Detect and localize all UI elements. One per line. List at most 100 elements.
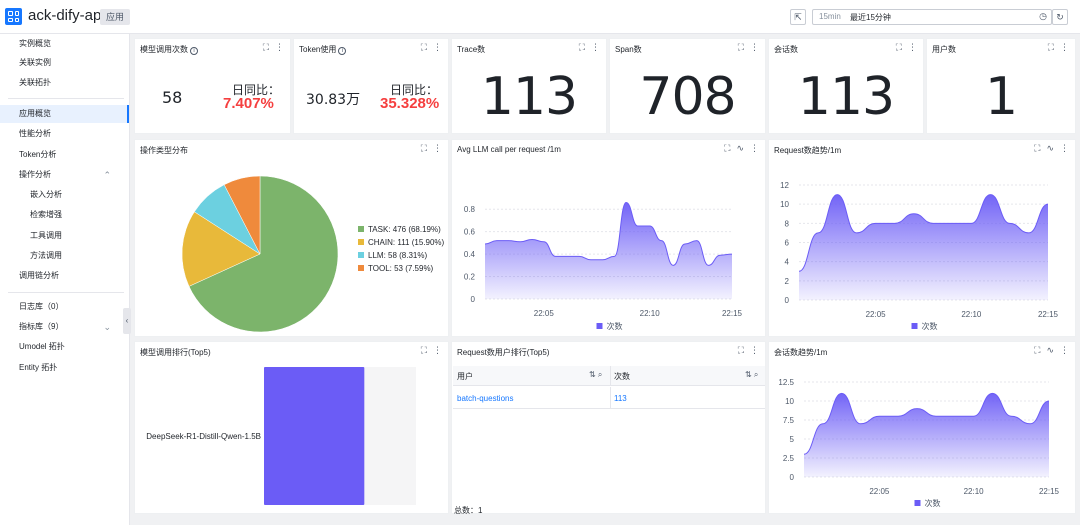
sidebar-divider bbox=[8, 98, 124, 99]
fullscreen-icon[interactable]: ⛶ bbox=[420, 345, 427, 355]
legend-swatch bbox=[914, 500, 921, 506]
sidebar-item-related-instances[interactable]: 关联实例 bbox=[0, 54, 129, 72]
series-line[interactable] bbox=[798, 194, 1049, 272]
sidebar-item-app-overview[interactable]: 应用概览 bbox=[0, 105, 129, 123]
kpi-span-panel: Span数 ⛶ ⋮ 708 bbox=[609, 38, 766, 134]
more-icon[interactable]: ⋮ bbox=[750, 143, 759, 153]
more-icon[interactable]: ⋮ bbox=[908, 42, 917, 52]
y-tick-label: 10 bbox=[780, 200, 789, 209]
sidebar-item-token-analysis[interactable]: Token分析 bbox=[0, 146, 129, 164]
fullscreen-icon[interactable]: ⛶ bbox=[420, 42, 427, 52]
sort-filter-icon[interactable]: ⇅ ⌕ bbox=[745, 370, 759, 379]
panel-title: Span数 bbox=[615, 45, 642, 54]
sidebar-item-performance[interactable]: 性能分析 bbox=[0, 125, 129, 143]
pie-slice-task[interactable] bbox=[188, 175, 339, 333]
sidebar-item-entity-topology[interactable]: Entity 拓扑 bbox=[0, 359, 129, 377]
legend-label[interactable]: 次数 bbox=[925, 498, 941, 508]
chart-type-icon[interactable]: ∿ bbox=[1046, 345, 1054, 355]
legend-label[interactable]: 次数 bbox=[922, 321, 938, 331]
fullscreen-icon[interactable]: ⛶ bbox=[1034, 143, 1041, 153]
x-tick-label: 22:10 bbox=[640, 309, 661, 318]
area-fill[interactable] bbox=[799, 194, 1048, 300]
area-fill[interactable] bbox=[804, 393, 1049, 477]
legend-item-llm[interactable]: LLM: 58 (8.31%) bbox=[358, 251, 427, 260]
chevron-up-icon: ⌃ bbox=[103, 170, 111, 180]
series-line[interactable] bbox=[803, 392, 1050, 455]
sidebar-item-related-topology[interactable]: 关联拓扑 bbox=[0, 74, 129, 92]
info-icon[interactable]: i bbox=[338, 47, 347, 55]
fullscreen-icon[interactable]: ⛶ bbox=[895, 42, 902, 52]
more-icon[interactable]: ⋮ bbox=[1060, 345, 1069, 355]
more-icon[interactable]: ⋮ bbox=[1060, 42, 1069, 52]
area-chart: 0 2.5 5 7.5 10 12.5 22:05 22:10 22:15 次数 bbox=[778, 378, 1059, 508]
sidebar-item-log-store[interactable]: 日志库（0） bbox=[0, 298, 129, 316]
sidebar-item-instance-overview[interactable]: 实例概览 bbox=[0, 35, 129, 53]
legend-item-chain[interactable]: CHAIN: 111 (15.90%) bbox=[358, 238, 444, 247]
sidebar-item-label: Token分析 bbox=[19, 150, 57, 159]
column-header-count[interactable]: 次数 bbox=[614, 372, 630, 381]
sidebar-collapse-handle[interactable]: ‹ bbox=[123, 308, 131, 334]
y-tick-label: 0.2 bbox=[464, 273, 476, 282]
info-icon[interactable]: i bbox=[190, 47, 198, 55]
sidebar-item-embedding[interactable]: 嵌入分析 bbox=[0, 186, 129, 204]
kpi-value: 30.83万 bbox=[306, 92, 361, 108]
y-tick-label: 0 bbox=[471, 295, 476, 304]
x-tick-label: 22:10 bbox=[964, 487, 985, 496]
clock-refresh-icon[interactable]: ◷ bbox=[1039, 11, 1047, 21]
user-link[interactable]: batch-questions bbox=[457, 394, 514, 403]
legend-item-tool[interactable]: TOOL: 53 (7.59%) bbox=[358, 264, 433, 273]
more-icon[interactable]: ⋮ bbox=[433, 42, 442, 52]
sidebar-item-tool-call[interactable]: 工具调用 bbox=[0, 227, 129, 245]
y-tick-label: 0.4 bbox=[464, 250, 476, 259]
sidebar-item-method-call[interactable]: 方法调用 bbox=[0, 247, 129, 265]
sidebar-item-label: 实例概览 bbox=[19, 39, 51, 48]
pie-slice-chain[interactable] bbox=[181, 211, 261, 287]
fullscreen-icon[interactable]: ⛶ bbox=[1034, 345, 1041, 355]
pie-slice-tool[interactable] bbox=[223, 175, 261, 255]
column-header-user[interactable]: 用户 bbox=[457, 372, 473, 381]
sort-filter-icon[interactable]: ⇅ ⌕ bbox=[589, 370, 603, 379]
area-fill[interactable] bbox=[485, 202, 732, 299]
sidebar-item-trace-analysis[interactable]: 调用链分析 bbox=[0, 267, 129, 285]
sidebar-item-label: 日志库（0） bbox=[19, 302, 64, 311]
more-icon[interactable]: ⋮ bbox=[1060, 143, 1069, 153]
count-link[interactable]: 113 bbox=[614, 394, 627, 403]
fullscreen-icon[interactable]: ⛶ bbox=[737, 345, 744, 355]
kpi-value: 113 bbox=[480, 67, 578, 127]
series-line[interactable] bbox=[484, 201, 733, 266]
x-tick-label: 22:05 bbox=[866, 310, 887, 319]
chart-type-icon[interactable]: ∿ bbox=[1046, 143, 1054, 153]
refresh-icon[interactable]: ↻ bbox=[1052, 9, 1068, 25]
sidebar: 实例概览 关联实例 关联拓扑 应用概览 性能分析 Token分析 操作分析 ⌃ 嵌… bbox=[0, 34, 130, 525]
sidebar-item-operation-analysis[interactable]: 操作分析 ⌃ bbox=[0, 166, 129, 184]
more-icon[interactable]: ⋮ bbox=[433, 143, 442, 153]
more-icon[interactable]: ⋮ bbox=[433, 345, 442, 355]
fullscreen-icon[interactable]: ⛶ bbox=[724, 143, 731, 153]
table-row[interactable]: batch-questions 113 bbox=[453, 387, 765, 409]
sidebar-item-metric-store[interactable]: 指标库（9） ⌄ bbox=[0, 318, 129, 336]
kpi-value: 1 bbox=[984, 67, 1018, 127]
kpi-users-panel: 用户数 ⛶ ⋮ 1 bbox=[926, 38, 1076, 134]
more-icon[interactable]: ⋮ bbox=[591, 42, 600, 52]
category-label: DeepSeek-R1-Distill-Qwen-1.5B bbox=[146, 432, 261, 441]
more-icon[interactable]: ⋮ bbox=[275, 42, 284, 52]
fullscreen-icon[interactable]: ⛶ bbox=[578, 42, 585, 52]
fullscreen-icon[interactable]: ⛶ bbox=[420, 143, 427, 153]
time-range-picker[interactable]: 15min 最近15分钟 ◷ bbox=[812, 9, 1052, 25]
sidebar-item-umodel-topology[interactable]: Umodel 拓扑 bbox=[0, 338, 129, 356]
sidebar-item-retrieval[interactable]: 检索增强 bbox=[0, 206, 129, 224]
fullscreen-icon[interactable]: ⛶ bbox=[737, 42, 744, 52]
share-icon[interactable]: ⇱ bbox=[790, 9, 806, 25]
legend-label[interactable]: 次数 bbox=[607, 321, 623, 331]
session-trend-panel: 会话数趋势/1m ⛶ ∿ ⋮ 0 2.5 5 7.5 10 12.5 22:05 22:10 22:… bbox=[768, 341, 1076, 514]
fullscreen-icon[interactable]: ⛶ bbox=[262, 42, 269, 52]
bar[interactable] bbox=[264, 367, 365, 505]
legend-label: TASK: 476 (68.19%) bbox=[368, 225, 441, 234]
fullscreen-icon[interactable]: ⛶ bbox=[1047, 42, 1054, 52]
chart-type-icon[interactable]: ∿ bbox=[736, 143, 744, 153]
more-icon[interactable]: ⋮ bbox=[750, 345, 759, 355]
panel-title: 模型调用排行(Top5) bbox=[140, 348, 211, 357]
time-range-short: 15min bbox=[819, 12, 841, 21]
legend-item-task[interactable]: TASK: 476 (68.19%) bbox=[358, 225, 441, 234]
more-icon[interactable]: ⋮ bbox=[750, 42, 759, 52]
